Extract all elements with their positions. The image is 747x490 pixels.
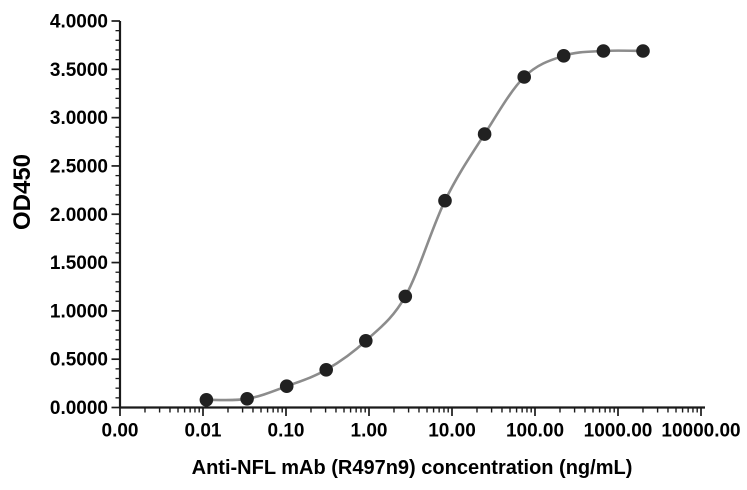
data-point-marker <box>319 363 334 377</box>
x-tick-label: 0.10 <box>268 421 305 442</box>
y-tick-label: 3.5000 <box>50 60 108 81</box>
x-tick-label: 0.00 <box>102 421 139 442</box>
x-tick-label: 10000.00 <box>661 421 740 442</box>
x-tick-label: 0.01 <box>185 421 222 442</box>
data-point-marker <box>279 379 294 394</box>
data-point-marker <box>596 44 611 58</box>
y-tick-label: 0.0000 <box>50 398 108 419</box>
y-tick-label: 3.0000 <box>50 108 108 129</box>
data-point-marker <box>199 393 214 407</box>
data-point-marker <box>398 289 413 304</box>
data-point-marker <box>556 49 571 63</box>
x-tick-label: 1000.00 <box>584 421 653 442</box>
y-tick-label: 1.0000 <box>50 301 108 322</box>
data-point-marker <box>636 44 650 58</box>
x-axis-title: Anti-NFL mAb (R497n9) concentration (ng/… <box>191 457 633 479</box>
y-tick-label: 4.0000 <box>50 12 108 33</box>
series-line <box>205 49 645 402</box>
y-tick-label: 0.5000 <box>50 350 108 371</box>
y-axis-title: OD450 <box>9 153 36 231</box>
x-tick-label: 1.00 <box>351 421 388 442</box>
data-point-marker <box>240 392 254 406</box>
x-tick-label: 10.00 <box>428 421 476 442</box>
data-point-marker <box>517 70 531 84</box>
y-tick-label: 2.5000 <box>50 156 108 177</box>
y-tick-label: 2.0000 <box>50 205 108 226</box>
y-tick-label: 1.5000 <box>50 253 108 274</box>
data-point-marker <box>359 334 373 348</box>
data-point-marker <box>477 127 492 141</box>
data-point-marker <box>438 193 452 208</box>
x-tick-label: 100.00 <box>506 421 564 442</box>
